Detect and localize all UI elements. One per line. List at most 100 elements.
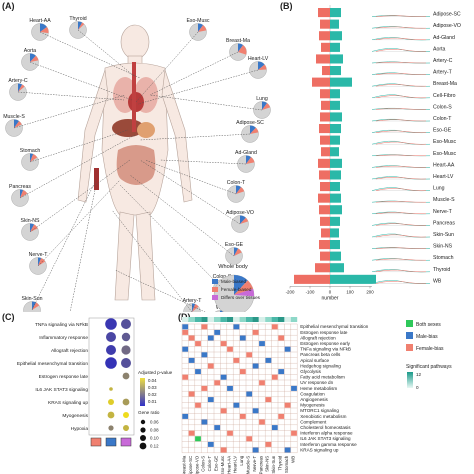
heat-cell-44	[182, 413, 189, 419]
tissue-label-breast-ma: Breast-Ma	[226, 38, 250, 44]
pie-slice-whole-body-other	[234, 288, 254, 297]
legend-label-male: Male-biased	[221, 278, 247, 284]
connector-line-heart-lv	[137, 69, 259, 105]
tissue-label-colon-t: Colon-T	[227, 180, 246, 186]
dot-11	[122, 398, 130, 406]
pie-slice-heart-aa-male	[40, 23, 47, 32]
heat-cell-21	[265, 357, 272, 363]
pie-slice-artery-t-male	[192, 303, 196, 312]
bar-female-artery-c-4	[316, 54, 330, 64]
dot-2	[106, 332, 116, 342]
tissue-label-muscle-s: Muscle-S	[3, 114, 25, 120]
heat-cell-28	[220, 374, 227, 380]
bar-female-muscle-s-16	[318, 193, 330, 203]
bar-male-wb-23	[330, 274, 376, 284]
bar-female-adipose-sc-0	[318, 8, 330, 18]
row-label-ad-gland-2: Ad-Gland	[433, 35, 455, 41]
pie-slice-eso-ge-male	[234, 247, 239, 256]
annotation-cell-8	[233, 317, 240, 322]
annotation-cell-13	[265, 317, 272, 322]
density-female-eso-musc-12	[375, 154, 427, 157]
connector-line-adipose-vo	[139, 159, 241, 225]
bar-male-artery-t-5	[330, 66, 341, 76]
panel-c-dot-plot: TNFa signaling via NFkB Inflammatory resp…	[17, 317, 173, 450]
heat-cell-32	[201, 385, 208, 391]
ratio-tick-3: 0.12	[150, 444, 159, 449]
row-label-adipose-vo-1: Adipose-VO	[433, 23, 461, 29]
bar-female-pancreas-18	[320, 216, 330, 226]
pie-slice-eso-musc-female	[198, 25, 207, 32]
heat-cell-52	[227, 430, 233, 436]
heat-cell-18	[246, 352, 253, 358]
heat-cell-43	[252, 408, 259, 414]
heat-col-label-15: Thyroid	[278, 455, 283, 470]
bar-male-colon-s-8	[330, 100, 340, 110]
density-male-wb-23	[371, 280, 431, 284]
legend-row-male: Male-biased	[212, 277, 260, 285]
pie-slice-lung-female	[262, 103, 271, 110]
heat-legend-swatch-2	[406, 344, 413, 351]
heat-col-label-2: Adipose-VO	[194, 455, 199, 474]
tissue-label-heart-lv: Heart-LV	[248, 56, 269, 62]
ratio-dot-0	[140, 419, 146, 425]
pie-slice-aorta-female	[30, 55, 39, 62]
density-female-colon-s-8	[375, 108, 427, 110]
annotation-cell-16	[284, 317, 291, 322]
connector-line-eso-musc	[135, 31, 199, 103]
row-label-thyroid-22: Thyroid	[433, 267, 450, 273]
annotation-cell-1	[188, 317, 195, 322]
pie-slice-breast-ma-female	[238, 45, 247, 55]
x-axis-title: number	[322, 295, 339, 301]
pie-slice-heart-aa-female	[40, 27, 49, 34]
heat-cell-13	[259, 341, 265, 347]
heat-cell-51	[188, 430, 195, 436]
tissue-label-colon-s: Colon-S	[213, 274, 232, 280]
heat-legend-swatch-0	[406, 320, 413, 327]
annotation-cell-9	[239, 317, 246, 322]
density-male-eso-ge-10	[371, 129, 431, 134]
column-swatch-2	[120, 437, 132, 447]
heat-row-label-8: Glycolysis	[300, 369, 321, 374]
row-label-cell-fibro-7: Cell-Fibro	[433, 93, 456, 99]
x-tick-label-0: -200	[286, 289, 295, 294]
connector-line-pancreas	[19, 134, 136, 199]
tissue-label-artery-c: Artery-C	[8, 78, 28, 84]
dot-plot-frame	[88, 317, 135, 436]
pie-slice-eso-ge-female	[234, 248, 242, 256]
dot-3	[121, 332, 131, 342]
pie-slice-skin-sun-male	[32, 301, 37, 310]
heat-col-label-1: Adipose-SC	[188, 456, 193, 474]
row-label-aorta-3: Aorta	[433, 46, 446, 52]
tissue-label-lung: Lung	[256, 96, 268, 102]
density-male-skin-sun-19	[371, 233, 431, 238]
row-label-pancreas-18: Pancreas	[433, 220, 455, 226]
density-male-thyroid-22	[371, 269, 431, 273]
bar-female-breast-ma-6	[312, 77, 330, 87]
tissue-label-heart-aa: Heart-AA	[29, 18, 51, 24]
heat-cell-54	[195, 436, 201, 442]
row-label-colon-t-9: Colon-T	[433, 116, 452, 122]
bar-female-ad-gland-2	[319, 31, 330, 41]
legend-swatch-female	[212, 286, 218, 292]
dot-0	[105, 318, 117, 330]
connector-line-nerve-t	[37, 179, 121, 267]
heat-cell-6	[252, 329, 259, 335]
bar-male-heart-aa-13	[330, 158, 342, 168]
bar-male-breast-ma-6	[330, 77, 352, 87]
annotation-cell-12	[258, 317, 266, 322]
density-female-skin-ns-20	[375, 247, 427, 249]
heat-cell-35	[188, 391, 195, 397]
heat-cell-17	[201, 352, 208, 358]
heat-cell-31	[259, 380, 265, 386]
heat-legend-swatch-1	[406, 332, 413, 339]
pie-slice-pancreas-female	[20, 190, 28, 198]
density-female-artery-t-5	[375, 73, 427, 75]
pie-slice-heart-lv-male	[258, 61, 265, 70]
tissue-label-adipose-sc: Adipose-SC	[236, 120, 264, 126]
heat-cell-12	[220, 341, 227, 347]
pie-slice-pancreas-male	[20, 189, 24, 198]
heat-cell-11	[195, 341, 201, 347]
pie-slice-skin-ns-female	[30, 224, 38, 232]
density-male-pancreas-18	[371, 222, 431, 226]
heat-cell-34	[291, 385, 297, 391]
